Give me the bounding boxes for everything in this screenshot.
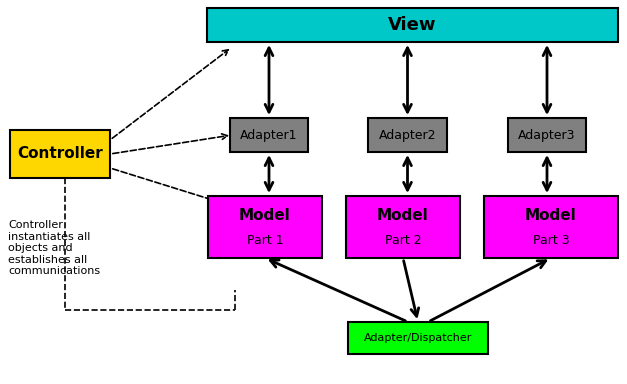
Text: Model: Model <box>239 209 291 223</box>
Text: Part 2: Part 2 <box>385 234 421 247</box>
Bar <box>368 118 447 152</box>
Text: Model: Model <box>525 209 577 223</box>
Bar <box>230 118 308 152</box>
Text: Adapter1: Adapter1 <box>240 129 298 141</box>
Text: View: View <box>388 16 437 34</box>
Bar <box>208 196 322 258</box>
Bar <box>508 118 586 152</box>
Bar <box>346 196 460 258</box>
Bar <box>348 322 488 354</box>
Bar <box>484 196 618 258</box>
Text: Model: Model <box>377 209 429 223</box>
Text: Adapter/Dispatcher: Adapter/Dispatcher <box>364 333 472 343</box>
Bar <box>10 130 110 178</box>
Text: Adapter3: Adapter3 <box>519 129 576 141</box>
Text: Controller: Controller <box>17 147 103 162</box>
Text: Controller
instantiates all
objects and
establishes all
communications: Controller instantiates all objects and … <box>8 220 100 276</box>
Bar <box>207 8 618 42</box>
Text: Part 3: Part 3 <box>533 234 569 247</box>
Text: Part 1: Part 1 <box>246 234 283 247</box>
Text: Adapter2: Adapter2 <box>379 129 436 141</box>
